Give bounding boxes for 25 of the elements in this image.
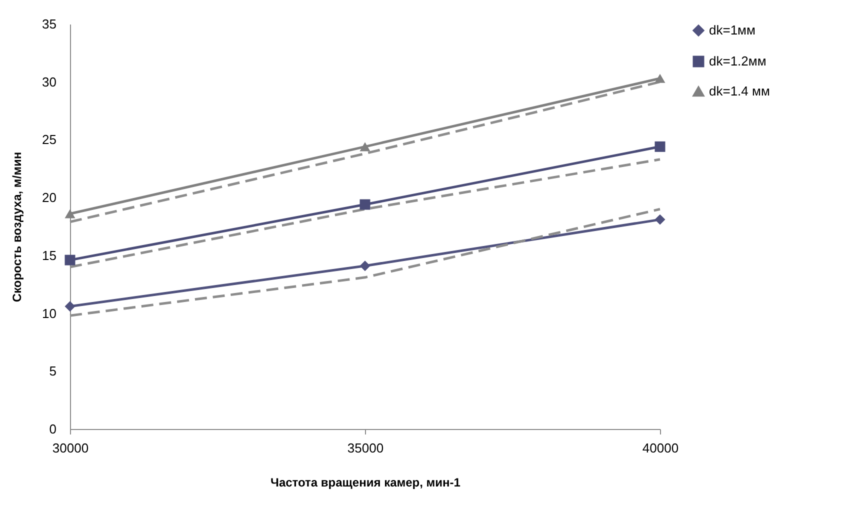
y-tick-label: 10 [42, 306, 56, 321]
x-axis-title: Частота вращения камер, мин-1 [270, 476, 461, 490]
point [360, 199, 370, 210]
x-tick-label: 35000 [347, 440, 384, 456]
y-tick-label: 5 [49, 364, 56, 379]
point [654, 141, 666, 152]
y-tick-label: 0 [49, 422, 56, 436]
y-tick-label: 25 [42, 132, 56, 148]
legend-label: dk=1мм [709, 22, 756, 38]
y-tick-label: 15 [42, 248, 56, 263]
point [64, 209, 76, 218]
x-tick-label: 40000 [642, 440, 679, 456]
point [64, 301, 76, 312]
legend-label: dk=1.4 мм [709, 84, 770, 98]
point [360, 260, 370, 272]
point [654, 214, 666, 225]
y-tick-label: 20 [42, 190, 56, 206]
point [360, 142, 370, 152]
y-axis-title: Скорость воздуха, м/мин [10, 152, 24, 302]
y-tick-label: 30 [42, 74, 56, 90]
y-tick-label: 35 [42, 16, 56, 32]
point [654, 74, 666, 83]
x-tick-label: 30000 [52, 440, 89, 456]
legend-label: dk=1.2мм [709, 54, 766, 68]
point [64, 254, 76, 266]
